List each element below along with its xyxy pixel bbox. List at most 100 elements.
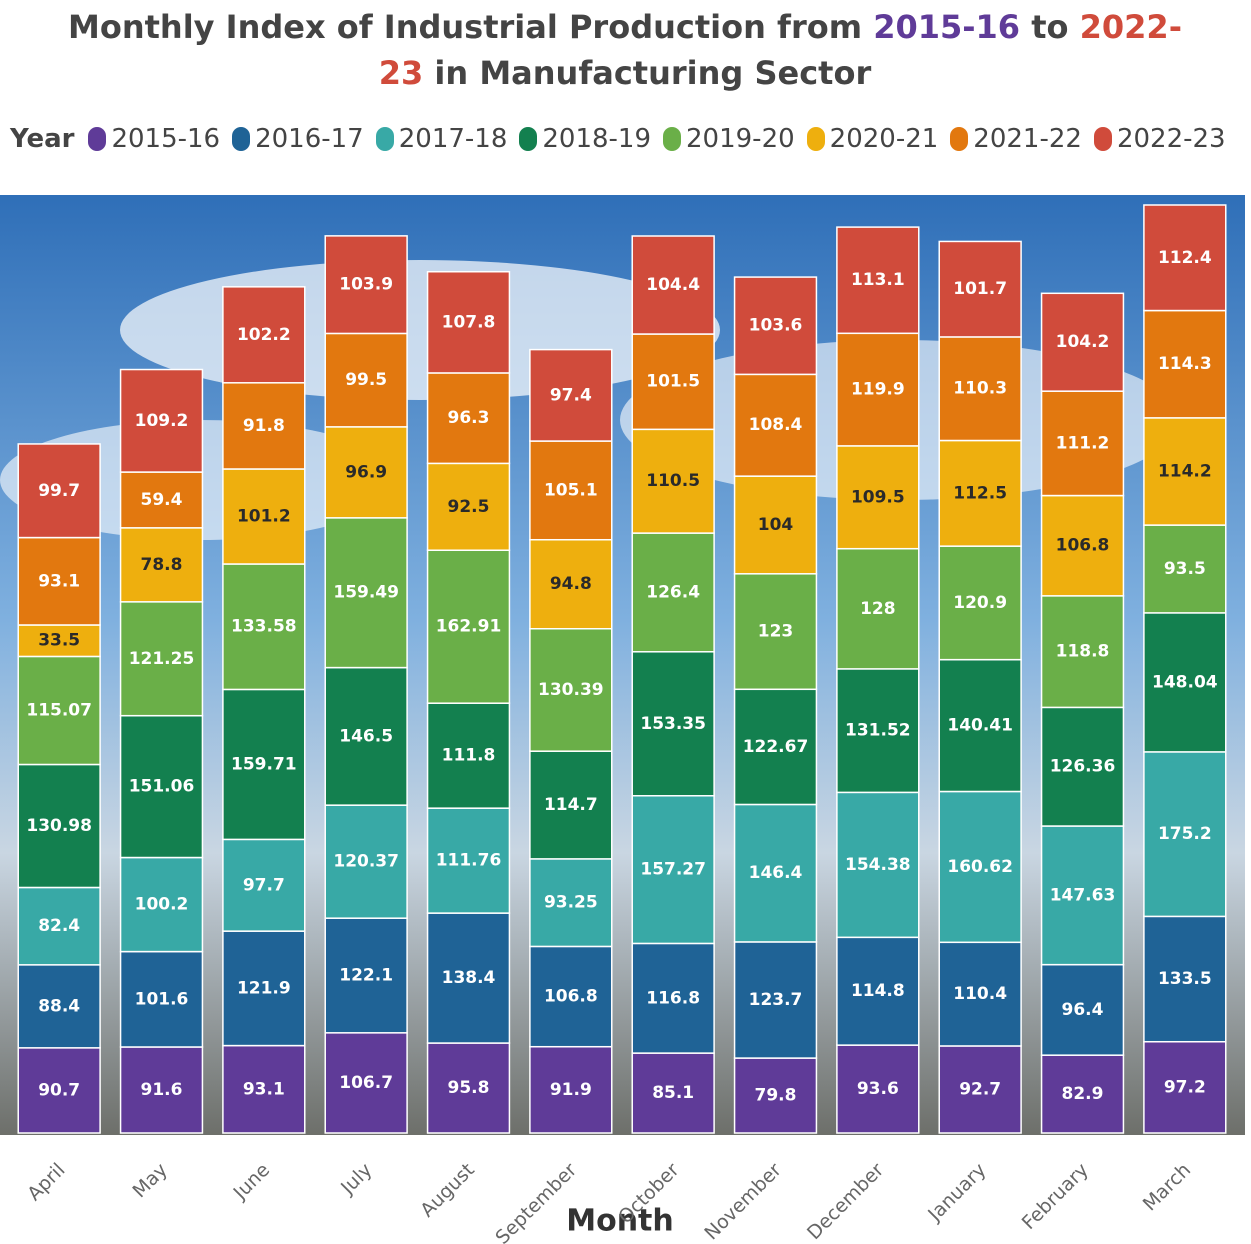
data-label: 122.67	[743, 737, 809, 757]
data-label: 108.4	[749, 415, 803, 435]
data-label: 130.39	[538, 680, 604, 700]
data-label: 113.1	[851, 270, 905, 290]
x-tick-label: January	[923, 1159, 990, 1226]
data-label: 111.2	[1056, 433, 1110, 453]
data-label: 90.7	[38, 1080, 80, 1100]
data-label: 93.5	[1164, 559, 1206, 579]
data-label: 160.62	[947, 857, 1013, 877]
data-label: 78.8	[141, 555, 183, 575]
page: Monthly Index of Industrial Production f…	[0, 0, 1251, 1244]
data-label: 121.9	[237, 978, 291, 998]
data-label: 123.7	[749, 990, 803, 1010]
data-label: 96.4	[1062, 1000, 1104, 1020]
data-label: 101.2	[237, 506, 291, 526]
data-label: 122.1	[339, 965, 393, 985]
data-label: 93.25	[544, 893, 598, 913]
data-label: 121.25	[129, 649, 195, 669]
data-label: 110.4	[953, 984, 1007, 1004]
data-label: 112.4	[1158, 248, 1212, 268]
data-label: 123	[758, 622, 794, 642]
data-label: 104.4	[646, 275, 700, 295]
x-tick-label: May	[129, 1159, 172, 1202]
data-label: 133.58	[231, 617, 297, 637]
data-label: 100.2	[135, 895, 189, 915]
data-label: 131.52	[845, 721, 911, 741]
x-tick-label: August	[416, 1159, 479, 1222]
data-label: 97.7	[243, 875, 285, 895]
data-label: 126.4	[646, 582, 700, 602]
data-label: 120.9	[953, 593, 1007, 613]
data-label: 110.5	[646, 471, 700, 491]
data-label: 99.7	[38, 481, 80, 501]
data-label: 96.3	[448, 408, 490, 428]
data-label: 109.2	[135, 411, 189, 431]
data-label: 106.8	[544, 987, 598, 1007]
data-label: 95.8	[448, 1078, 490, 1098]
data-label: 82.4	[38, 916, 80, 936]
data-label: 112.5	[953, 483, 1007, 503]
data-label: 93.6	[857, 1079, 899, 1099]
data-label: 103.9	[339, 275, 393, 295]
data-label: 148.04	[1152, 672, 1218, 692]
data-label: 107.8	[442, 312, 496, 332]
data-label: 146.5	[339, 726, 393, 746]
data-label: 116.8	[646, 988, 700, 1008]
data-label: 128	[860, 599, 896, 619]
data-label: 93.1	[243, 1079, 285, 1099]
data-label: 85.1	[652, 1083, 694, 1103]
data-label: 94.8	[550, 574, 592, 594]
data-label: 33.5	[38, 631, 80, 651]
data-label: 101.6	[135, 989, 189, 1009]
data-label: 114.3	[1158, 354, 1212, 374]
data-label: 79.8	[755, 1086, 797, 1106]
data-label: 103.6	[749, 316, 803, 336]
data-label: 104.2	[1056, 332, 1110, 352]
data-label: 154.38	[845, 855, 911, 875]
data-label: 115.07	[26, 700, 92, 720]
data-label: 106.7	[339, 1073, 393, 1093]
data-label: 92.5	[448, 497, 490, 517]
data-label: 147.63	[1050, 885, 1116, 905]
data-label: 114.2	[1158, 461, 1212, 481]
data-label: 88.4	[38, 996, 80, 1016]
data-label: 111.76	[436, 851, 502, 871]
data-label: 153.35	[640, 714, 706, 734]
data-label: 140.41	[947, 716, 1013, 736]
data-label: 96.9	[345, 462, 387, 482]
data-label: 114.8	[851, 981, 905, 1001]
data-label: 109.5	[851, 487, 905, 507]
data-label: 104	[758, 515, 794, 535]
data-label: 105.1	[544, 480, 598, 500]
data-label: 59.4	[141, 490, 183, 510]
data-label: 133.5	[1158, 969, 1212, 989]
data-label: 106.8	[1056, 536, 1110, 556]
data-label: 111.8	[442, 746, 496, 766]
cloud	[120, 260, 720, 400]
data-label: 159.71	[231, 754, 297, 774]
data-label: 118.8	[1056, 642, 1110, 662]
data-label: 120.37	[333, 852, 399, 872]
x-tick-label: February	[1018, 1159, 1093, 1234]
x-tick-label: April	[23, 1159, 69, 1205]
data-label: 119.9	[851, 380, 905, 400]
data-label: 102.2	[237, 325, 291, 345]
data-label: 146.4	[749, 863, 803, 883]
data-label: 138.4	[442, 968, 496, 988]
data-label: 114.7	[544, 795, 598, 815]
data-label: 159.49	[333, 583, 399, 603]
data-label: 97.2	[1164, 1077, 1206, 1097]
data-label: 91.6	[141, 1080, 183, 1100]
data-label: 97.4	[550, 385, 592, 405]
x-tick-label: July	[336, 1159, 376, 1199]
data-label: 175.2	[1158, 824, 1212, 844]
data-label: 91.8	[243, 416, 285, 436]
data-label: 93.1	[38, 571, 80, 591]
data-label: 151.06	[129, 777, 195, 797]
data-label: 126.36	[1050, 757, 1116, 777]
data-label: 162.91	[436, 617, 502, 637]
data-label: 130.98	[26, 816, 92, 836]
x-tick-label: June	[229, 1159, 275, 1205]
data-label: 99.5	[345, 370, 387, 390]
data-label: 157.27	[640, 860, 706, 880]
x-tick-label: March	[1139, 1159, 1196, 1216]
